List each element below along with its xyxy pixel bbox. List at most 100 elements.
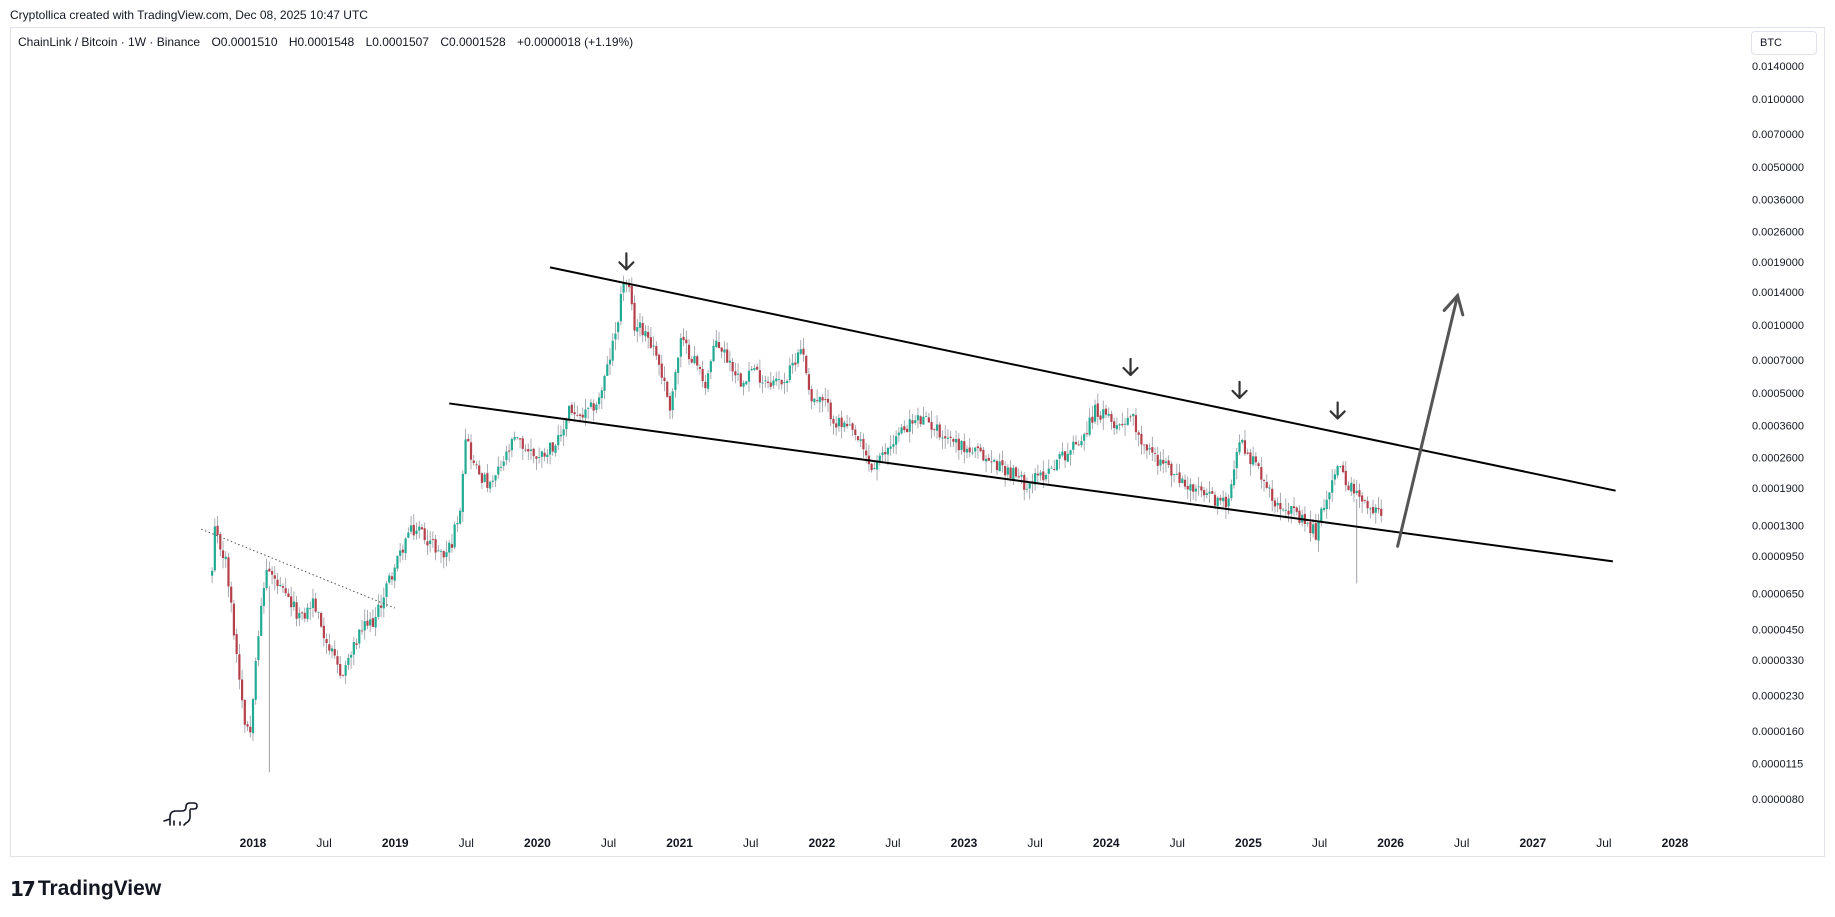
candle-body	[418, 526, 421, 531]
candle-body	[1129, 416, 1132, 418]
candle-body	[260, 605, 263, 636]
candle-body	[1260, 467, 1263, 480]
wedge-trendline[interactable]	[549, 266, 1616, 492]
time-axis[interactable]: 2018 Jul 2019 Jul 2020 Jul 2021 Jul 2022 Jul 2023 J…	[240, 836, 1689, 850]
candle-body	[1241, 439, 1244, 443]
candle-body	[350, 655, 353, 658]
candle-body	[742, 382, 745, 387]
price-tick-label: 0.0000650	[1752, 588, 1804, 600]
candle-body	[1034, 473, 1037, 485]
candle-body	[862, 438, 865, 450]
candle-body	[1205, 493, 1208, 496]
candle-body	[254, 660, 257, 700]
candle-body	[712, 345, 715, 362]
candle-body	[390, 576, 394, 580]
candle-body	[971, 452, 974, 454]
candle-body	[608, 359, 612, 365]
candle-body	[423, 528, 426, 541]
candle-body	[878, 455, 881, 462]
chart-frame	[10, 27, 1825, 857]
currency-badge[interactable]: BTC	[1751, 31, 1817, 55]
candle-body	[905, 428, 909, 433]
candle-body	[336, 656, 339, 665]
candle-body	[772, 380, 775, 386]
candle-body	[619, 294, 622, 322]
high-value: H0.0001548	[288, 35, 355, 49]
candle-body	[791, 362, 794, 366]
chart-attribution: Cryptollica created with TradingView.com…	[10, 8, 368, 22]
candle-body	[799, 349, 802, 354]
candle-body	[627, 283, 631, 288]
candle-body	[1006, 467, 1009, 475]
candle-body	[407, 532, 410, 538]
candle-body	[249, 726, 252, 733]
candle-body	[796, 352, 800, 364]
change-value: +0.0000018 (+1.19%)	[517, 35, 634, 49]
candle-body	[938, 424, 941, 438]
candle-body	[1080, 441, 1083, 446]
candle-body	[769, 382, 772, 387]
candle-body	[919, 416, 922, 425]
candle-body	[499, 466, 503, 468]
candle-body	[535, 456, 538, 459]
tradingview-wordmark: TradingView	[37, 877, 162, 900]
time-tick-label: Jul	[743, 836, 758, 850]
dotted-trendline[interactable]	[201, 528, 395, 609]
candle-body	[1104, 408, 1108, 415]
candle-body	[1292, 506, 1296, 509]
time-tick-label: Jul	[1454, 836, 1469, 850]
candle-body	[998, 461, 1001, 472]
candle-body	[1123, 423, 1127, 425]
price-axis[interactable]: 0.0140000 0.0100000 0.0070000 0.0050000 0.00…	[1752, 61, 1804, 806]
candle-body	[679, 338, 682, 357]
candle-body	[657, 354, 661, 365]
candle-body	[221, 550, 225, 559]
candle-body	[437, 550, 440, 552]
candle-body	[783, 382, 786, 384]
candle-body	[957, 438, 960, 451]
candle-body	[295, 602, 298, 619]
candle-body	[1036, 473, 1039, 476]
candle-body	[1202, 490, 1206, 496]
time-tick-label: 2027	[1519, 836, 1546, 850]
candle-body	[396, 555, 399, 569]
candle-body	[1298, 510, 1301, 523]
wedge-trendline[interactable]	[449, 402, 1614, 563]
candle-body	[1115, 425, 1118, 430]
candle-body	[1227, 498, 1230, 507]
candle-body	[268, 568, 271, 572]
candle-body	[1194, 488, 1198, 492]
candle-body	[1344, 470, 1347, 486]
candle-body	[726, 349, 729, 363]
candle-body	[284, 588, 287, 594]
candle-body	[360, 630, 364, 632]
projection-arrow-icon[interactable]	[1396, 292, 1465, 548]
candle-body	[1145, 444, 1148, 451]
candle-body	[1374, 507, 1377, 513]
candle-body	[1249, 452, 1252, 465]
candle-body	[439, 550, 443, 552]
candle-body	[954, 438, 958, 443]
time-tick-label: 2026	[1377, 836, 1404, 850]
candle-body	[211, 570, 214, 576]
candle-body	[677, 357, 680, 373]
candle-body	[1232, 469, 1236, 486]
symbol-title[interactable]: ChainLink / Bitcoin · 1W · Binance	[18, 35, 201, 49]
candle-body	[371, 618, 375, 627]
candle-body	[347, 657, 350, 665]
candle-body	[369, 619, 372, 626]
price-tick-label: 0.0050000	[1752, 162, 1804, 174]
candle-body	[611, 340, 614, 361]
candle-body	[488, 481, 492, 489]
candle-body	[1102, 409, 1105, 419]
down-arrow-icon	[1329, 401, 1346, 420]
time-tick-label: Jul	[601, 836, 616, 850]
candle-body	[1181, 478, 1184, 484]
candle-body	[851, 423, 854, 430]
tradingview-logo[interactable]: 17 TradingView	[10, 876, 161, 902]
candle-body	[845, 423, 849, 427]
candle-body	[794, 362, 797, 365]
candle-body	[1363, 500, 1366, 502]
candle-body	[1173, 474, 1176, 475]
